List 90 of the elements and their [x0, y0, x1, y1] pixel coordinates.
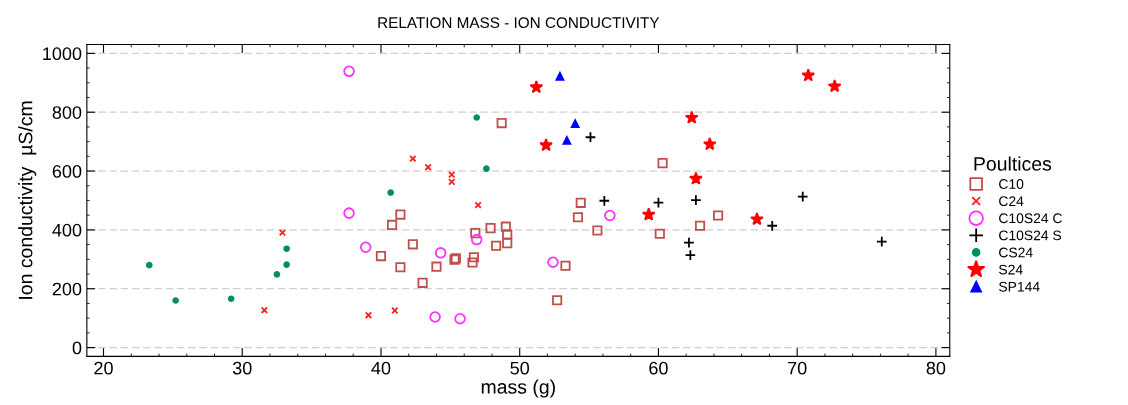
y-tick-label: 600	[52, 164, 82, 178]
point	[395, 209, 406, 220]
x-tick-label: 80	[926, 361, 946, 375]
point	[485, 223, 496, 234]
point	[434, 247, 447, 259]
point	[539, 138, 553, 152]
legend-label: C24	[999, 196, 1024, 207]
point	[283, 261, 290, 268]
point	[584, 131, 597, 143]
x-tick-label: 30	[232, 361, 252, 375]
point	[502, 238, 513, 249]
point	[683, 236, 695, 249]
point	[570, 119, 580, 129]
point	[652, 196, 665, 209]
point	[694, 220, 706, 231]
y-tick-label: 1000	[43, 47, 82, 61]
point	[454, 312, 466, 325]
point	[395, 262, 406, 273]
point	[386, 219, 398, 230]
point	[375, 251, 387, 262]
point	[796, 190, 809, 203]
y-axis-title: Ion conductivity µS/cm	[18, 101, 37, 299]
legend-title: Poultices	[974, 156, 1052, 171]
x-tick-label: 70	[788, 361, 807, 375]
point	[547, 256, 559, 269]
y-tick-label: 0	[72, 341, 82, 355]
point	[467, 257, 478, 268]
point	[750, 212, 764, 226]
point	[429, 311, 441, 323]
point	[562, 136, 572, 145]
legend-label: C10S24 S	[999, 230, 1062, 241]
x-tick-label: 60	[649, 361, 668, 375]
point	[592, 225, 603, 236]
point	[657, 158, 668, 169]
point	[801, 68, 816, 82]
point	[876, 235, 888, 248]
point	[470, 228, 481, 239]
point	[473, 114, 481, 121]
point	[689, 171, 703, 185]
point	[552, 295, 563, 306]
x-tick-label: 50	[510, 361, 530, 375]
legend-label: C10S24 C	[999, 213, 1062, 224]
point	[702, 137, 717, 151]
point	[575, 197, 586, 208]
point	[145, 261, 153, 269]
point	[690, 194, 702, 206]
point	[529, 80, 544, 94]
y-tick-label: 800	[52, 106, 82, 119]
legend-label: SP144	[999, 281, 1040, 292]
chart-title: RELATION MASS - ION CONDUCTIVITY	[378, 17, 660, 29]
point	[502, 229, 513, 240]
point	[407, 239, 418, 250]
point	[343, 207, 355, 219]
point	[417, 277, 428, 288]
point	[500, 221, 511, 232]
point	[172, 297, 179, 304]
point	[572, 212, 584, 223]
point	[470, 233, 483, 246]
point	[343, 65, 355, 78]
x-tick-label: 40	[371, 361, 391, 375]
point	[273, 270, 281, 278]
point	[283, 245, 290, 253]
legend-label: C10	[999, 179, 1024, 189]
point	[359, 241, 372, 254]
y-tick-label: 200	[52, 282, 82, 296]
x-tick-label: 20	[94, 361, 113, 375]
point	[827, 79, 842, 93]
point	[555, 71, 565, 81]
point	[468, 252, 479, 263]
point	[713, 210, 724, 221]
point	[654, 228, 665, 239]
point	[483, 165, 490, 173]
point	[491, 240, 502, 251]
x-axis-title: mass (g)	[481, 379, 555, 398]
point	[641, 207, 656, 221]
point	[227, 295, 235, 303]
legend-label: CS24	[999, 247, 1033, 258]
point	[604, 209, 616, 222]
legend-label: S24	[999, 264, 1023, 275]
point	[560, 260, 571, 271]
point	[278, 228, 287, 237]
point	[474, 201, 482, 209]
point	[684, 249, 697, 261]
point	[431, 261, 442, 272]
point	[598, 195, 611, 207]
y-tick-label: 400	[52, 223, 82, 237]
point	[684, 110, 699, 124]
point	[496, 118, 507, 129]
point	[766, 220, 778, 232]
point	[387, 189, 395, 196]
